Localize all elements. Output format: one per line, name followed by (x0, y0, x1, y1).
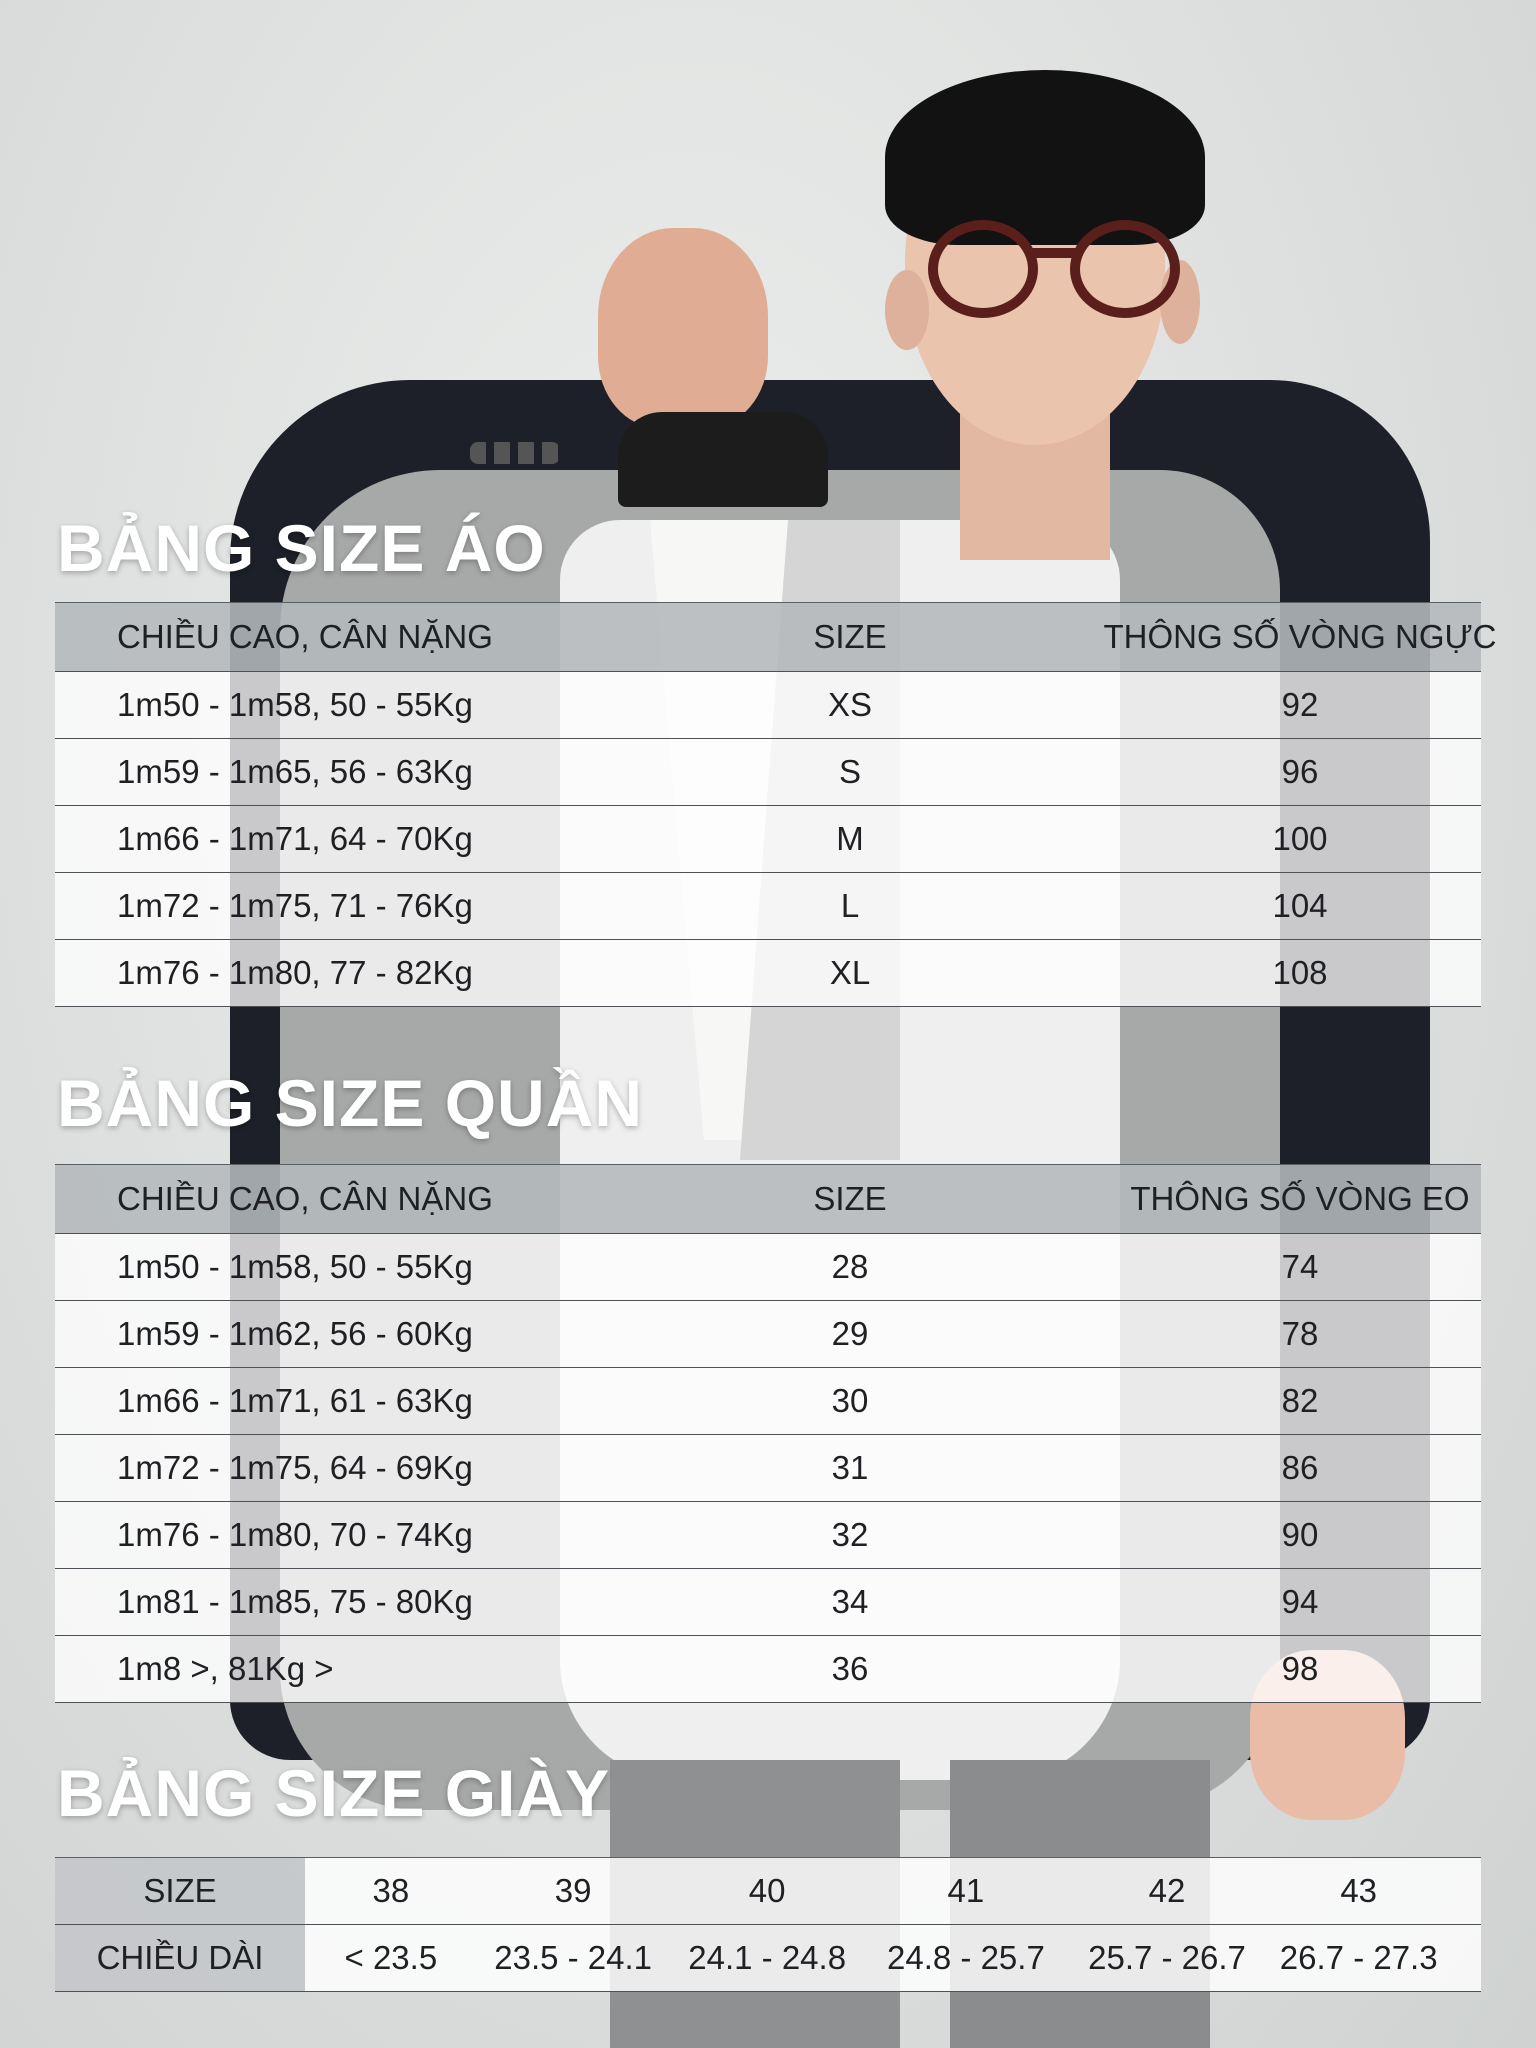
cell-height-weight: 1m8 >, 81Kg > (117, 1650, 334, 1687)
cell-size: 36 (831, 1650, 869, 1687)
shirt-size-table: CHIỀU CAO, CÂN NẶNG SIZE THÔNG SỐ VÒNG N… (55, 602, 1497, 1007)
header-height-weight: CHIỀU CAO, CÂN NẶNG (117, 618, 493, 655)
shoe-size-cell: 39 (554, 1872, 592, 1909)
cell-waist: 98 (1281, 1650, 1319, 1687)
glasses-icon (928, 220, 1038, 318)
cell-size: 34 (831, 1583, 869, 1620)
shirt-size-title: BẢNG SIZE ÁO (57, 511, 546, 585)
table-row: 1m50 - 1m58, 50 - 55Kg XS 92 (55, 672, 1481, 739)
cell-size: 30 (831, 1382, 869, 1419)
header-height-weight: CHIỀU CAO, CÂN NẶNG (117, 1180, 493, 1217)
cell-height-weight: 1m59 - 1m62, 56 - 60Kg (117, 1315, 473, 1352)
header-size: SIZE (813, 1180, 887, 1217)
table-row: 1m72 - 1m75, 71 - 76Kg L 104 (55, 873, 1481, 940)
shoe-length-cell: < 23.5 (344, 1939, 438, 1976)
shoe-size-title: BẢNG SIZE GIÀY (57, 1756, 611, 1830)
header-size: SIZE (813, 618, 887, 655)
cell-waist: 74 (1281, 1248, 1319, 1285)
shoe-size-label: SIZE (55, 1858, 305, 1924)
table-row: 1m76 - 1m80, 77 - 82Kg XL 108 (55, 940, 1481, 1007)
table-row: 1m8 >, 81Kg > 36 98 (55, 1636, 1481, 1703)
cell-chest: 108 (1272, 954, 1328, 991)
header-chest: THÔNG SỐ VÒNG NGỰC (1103, 618, 1497, 655)
cell-size: 32 (831, 1516, 869, 1553)
shoe-size-cell: 40 (748, 1872, 786, 1909)
shoe-size-cell: 38 (372, 1872, 410, 1909)
shoe-length-cell: 25.7 - 26.7 (1088, 1939, 1246, 1976)
shoe-size-cell: 42 (1148, 1872, 1186, 1909)
cell-chest: 92 (1281, 686, 1319, 723)
shoe-length-cell: 23.5 - 24.1 (494, 1939, 653, 1976)
cell-chest: 100 (1272, 820, 1328, 857)
cell-height-weight: 1m72 - 1m75, 64 - 69Kg (117, 1449, 473, 1486)
cell-size: S (838, 753, 861, 790)
cell-height-weight: 1m81 - 1m85, 75 - 80Kg (117, 1583, 473, 1620)
pants-size-table: CHIỀU CAO, CÂN NẶNG SIZE THÔNG SỐ VÒNG E… (55, 1164, 1481, 1703)
cell-size: 31 (831, 1449, 869, 1486)
table-row: 1m76 - 1m80, 70 - 74Kg 32 90 (55, 1502, 1481, 1569)
cell-size: 28 (831, 1248, 869, 1285)
table-row: 1m81 - 1m85, 75 - 80Kg 34 94 (55, 1569, 1481, 1636)
shoe-length-cell: 24.1 - 24.8 (688, 1939, 847, 1976)
table-row: 1m72 - 1m75, 64 - 69Kg 31 86 (55, 1435, 1481, 1502)
shoe-length-row: CHIỀU DÀI < 23.5 23.5 - 24.1 24.1 - 24.8… (55, 1925, 1481, 1992)
shoe-length-cell: 24.8 - 25.7 (887, 1939, 1045, 1976)
cell-size: L (840, 887, 860, 924)
shoe-length-values: < 23.5 23.5 - 24.1 24.1 - 24.8 24.8 - 25… (305, 1925, 1481, 1991)
cell-chest: 96 (1281, 753, 1319, 790)
cell-size: 29 (831, 1315, 869, 1352)
table-row: 1m66 - 1m71, 64 - 70Kg M 100 (55, 806, 1481, 873)
table-header: CHIỀU CAO, CÂN NẶNG SIZE THÔNG SỐ VÒNG E… (55, 1164, 1481, 1234)
cell-chest: 104 (1272, 887, 1328, 924)
table-row: 1m50 - 1m58, 50 - 55Kg 28 74 (55, 1234, 1481, 1301)
shoe-size-table: SIZE 38 39 40 41 42 43 CHIỀU DÀI < 23.5 … (55, 1857, 1481, 1992)
shoe-size-cell: 41 (947, 1872, 985, 1909)
shoe-length-cell: 26.7 - 27.3 (1279, 1939, 1438, 1976)
cell-size: M (836, 820, 864, 857)
shoe-size-values: 38 39 40 41 42 43 (305, 1858, 1481, 1924)
hanger-icon (618, 412, 828, 507)
cell-waist: 78 (1281, 1315, 1319, 1352)
cell-waist: 90 (1281, 1516, 1319, 1553)
shoe-size-cell: 43 (1340, 1872, 1378, 1909)
cell-size: XL (829, 954, 871, 991)
table-row: 1m59 - 1m65, 56 - 63Kg S 96 (55, 739, 1481, 806)
cell-height-weight: 1m50 - 1m58, 50 - 55Kg (117, 686, 473, 723)
header-waist: THÔNG SỐ VÒNG EO (1130, 1180, 1470, 1217)
cell-height-weight: 1m76 - 1m80, 70 - 74Kg (117, 1516, 473, 1553)
cell-height-weight: 1m50 - 1m58, 50 - 55Kg (117, 1248, 473, 1285)
cell-height-weight: 1m72 - 1m75, 71 - 76Kg (117, 887, 473, 924)
cell-height-weight: 1m66 - 1m71, 61 - 63Kg (117, 1382, 473, 1419)
cell-height-weight: 1m59 - 1m65, 56 - 63Kg (117, 753, 473, 790)
table-row: 1m66 - 1m71, 61 - 63Kg 30 82 (55, 1368, 1481, 1435)
cell-height-weight: 1m76 - 1m80, 77 - 82Kg (117, 954, 473, 991)
table-row: 1m59 - 1m62, 56 - 60Kg 29 78 (55, 1301, 1481, 1368)
cell-waist: 94 (1281, 1583, 1319, 1620)
cell-waist: 82 (1281, 1382, 1319, 1419)
shoe-size-row: SIZE 38 39 40 41 42 43 (55, 1857, 1481, 1925)
cell-size: XS (827, 686, 873, 723)
cell-height-weight: 1m66 - 1m71, 64 - 70Kg (117, 820, 473, 857)
table-header: CHIỀU CAO, CÂN NẶNG SIZE THÔNG SỐ VÒNG N… (55, 602, 1497, 672)
shoe-length-label: CHIỀU DÀI (55, 1925, 305, 1991)
cell-waist: 86 (1281, 1449, 1319, 1486)
pants-size-title: BẢNG SIZE QUẦN (57, 1066, 644, 1140)
